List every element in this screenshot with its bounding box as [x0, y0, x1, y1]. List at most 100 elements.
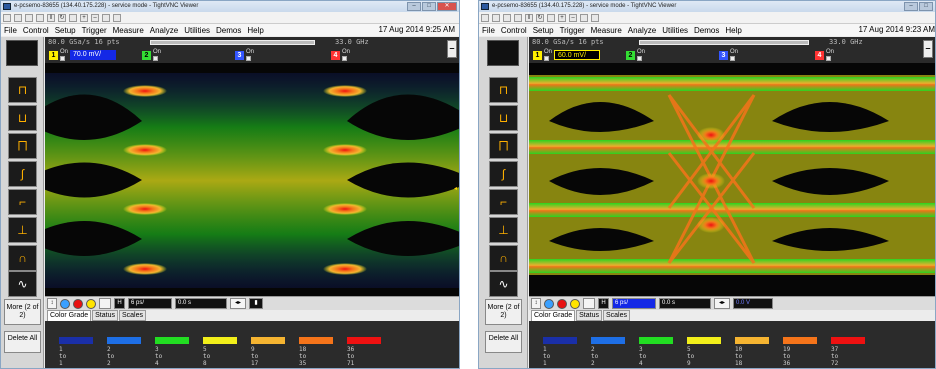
channel-2-on[interactable]: On: [637, 49, 645, 61]
measure-fall-icon[interactable]: ⌐: [8, 189, 37, 215]
pam4-eye-diagram-display[interactable]: [529, 63, 935, 296]
menu-setup[interactable]: Setup: [54, 25, 76, 35]
delay-arrows-icon[interactable]: ◂▸: [230, 298, 246, 309]
measure-period-icon[interactable]: ⊓: [8, 77, 37, 103]
minimize-icon[interactable]: –: [904, 2, 918, 11]
checkbox-icon[interactable]: [826, 56, 831, 61]
channel-2-badge[interactable]: 2: [142, 50, 151, 60]
save-icon[interactable]: [14, 13, 22, 22]
scroll-icon[interactable]: ↕: [47, 298, 57, 309]
measure-rise-icon[interactable]: ∫: [8, 161, 37, 187]
menu-control[interactable]: Control: [500, 25, 527, 35]
menu-trigger[interactable]: Trigger: [559, 25, 585, 35]
checkbox-icon[interactable]: [60, 56, 65, 61]
tab-scales[interactable]: Scales: [603, 310, 631, 321]
ctrl-alt-del-icon[interactable]: [69, 13, 77, 22]
measure-fall-icon[interactable]: ⌐: [489, 189, 518, 215]
checkbox-icon[interactable]: [730, 56, 735, 61]
more-button[interactable]: More (2 of 2): [485, 299, 522, 325]
fullscreen-icon[interactable]: [113, 13, 121, 22]
measure-frequency-icon[interactable]: ⨅: [8, 133, 37, 159]
display-icon[interactable]: [99, 298, 111, 309]
channel-1-badge[interactable]: 1: [49, 50, 58, 60]
eye-diagram-display[interactable]: ◂: [45, 63, 459, 296]
more-button[interactable]: More (2 of 2): [4, 299, 41, 325]
channel-2-control[interactable]: 2 On: [626, 49, 645, 61]
horizontal-icon[interactable]: H: [114, 298, 125, 309]
info-icon[interactable]: [514, 13, 522, 22]
minimize-toolbar-button[interactable]: –: [923, 40, 933, 58]
channel-2-badge[interactable]: 2: [626, 50, 635, 60]
run-stop-button[interactable]: [487, 40, 519, 66]
measure-amplitude-icon[interactable]: ∩: [489, 245, 518, 271]
color-red-icon[interactable]: [557, 298, 567, 309]
options-icon[interactable]: [25, 13, 33, 22]
delete-all-button[interactable]: Delete All: [4, 331, 41, 353]
save-icon[interactable]: [492, 13, 500, 22]
channel-1-scale-field[interactable]: 60.0 mV/: [554, 50, 601, 60]
fullscreen-icon[interactable]: [591, 13, 599, 22]
checkbox-icon[interactable]: [153, 56, 158, 61]
color-yellow-icon[interactable]: [570, 298, 580, 309]
minimize-toolbar-button[interactable]: –: [447, 40, 457, 58]
maximize-icon[interactable]: □: [919, 2, 933, 11]
channel-3-badge[interactable]: 3: [235, 50, 244, 60]
channel-3-control[interactable]: 3 On: [235, 49, 254, 61]
checkbox-icon[interactable]: [342, 56, 347, 61]
checkbox-icon[interactable]: [544, 56, 549, 61]
zoom-in-icon[interactable]: +: [80, 13, 88, 22]
pause-icon[interactable]: ‖: [47, 13, 55, 22]
measure-delta-icon[interactable]: ⊥: [8, 217, 37, 243]
zoom-in-icon[interactable]: +: [558, 13, 566, 22]
channel-3-on[interactable]: On: [730, 49, 738, 61]
maximize-icon[interactable]: □: [422, 2, 436, 11]
refresh-icon[interactable]: ↻: [536, 13, 544, 22]
menu-help[interactable]: Help: [725, 25, 742, 35]
menu-control[interactable]: Control: [22, 25, 49, 35]
display-icon[interactable]: [583, 298, 595, 309]
measure-delta-icon[interactable]: ⊥: [489, 217, 518, 243]
refresh-icon[interactable]: ↻: [58, 13, 66, 22]
channel-4-control[interactable]: 4 On: [331, 49, 350, 61]
trigger-level-marker[interactable]: ◂: [453, 186, 457, 192]
options-icon[interactable]: [503, 13, 511, 22]
measure-waveform-icon[interactable]: ∿: [8, 271, 37, 297]
timeline-bar[interactable]: [150, 40, 315, 45]
channel-3-badge[interactable]: 3: [719, 50, 728, 60]
tab-color-grade[interactable]: Color Grade: [47, 310, 92, 321]
measure-width-icon[interactable]: ⊔: [489, 105, 518, 131]
trigger-icon[interactable]: ▮: [249, 298, 263, 309]
channel-1-on[interactable]: On: [60, 49, 68, 61]
new-connection-icon[interactable]: [3, 13, 11, 22]
channel-1-control[interactable]: 1 On 70.0 mV/: [49, 49, 117, 61]
tab-status[interactable]: Status: [92, 310, 118, 321]
color-blue-icon[interactable]: [60, 298, 70, 309]
color-blue-icon[interactable]: [544, 298, 554, 309]
channel-1-control[interactable]: 1 On 60.0 mV/: [533, 49, 601, 61]
measure-period-icon[interactable]: ⊓: [489, 77, 518, 103]
delete-all-button[interactable]: Delete All: [485, 331, 522, 353]
run-stop-button[interactable]: [6, 40, 38, 66]
measure-frequency-icon[interactable]: ⨅: [489, 133, 518, 159]
zoom-out-icon[interactable]: –: [91, 13, 99, 22]
menu-demos[interactable]: Demos: [216, 25, 242, 35]
color-red-icon[interactable]: [73, 298, 83, 309]
measure-waveform-icon[interactable]: ∿: [489, 271, 518, 297]
channel-4-control[interactable]: 4 On: [815, 49, 834, 61]
channel-3-on[interactable]: On: [246, 49, 254, 61]
menu-measure[interactable]: Measure: [590, 25, 622, 35]
menu-measure[interactable]: Measure: [112, 25, 144, 35]
ctrl-alt-del-icon[interactable]: [547, 13, 555, 22]
menu-analyze[interactable]: Analyze: [627, 25, 657, 35]
channel-2-control[interactable]: 2 On: [142, 49, 161, 61]
channel-4-on[interactable]: On: [342, 49, 350, 61]
trigger-level-field[interactable]: 0.0 V: [733, 298, 773, 309]
zoom-out-icon[interactable]: –: [569, 13, 577, 22]
timebase-field[interactable]: 6 ps/: [612, 298, 656, 309]
channel-1-badge[interactable]: 1: [533, 50, 542, 60]
menu-utilities[interactable]: Utilities: [184, 25, 211, 35]
tab-color-grade[interactable]: Color Grade: [531, 310, 576, 321]
menu-trigger[interactable]: Trigger: [81, 25, 107, 35]
measure-rise-icon[interactable]: ∫: [489, 161, 518, 187]
delay-arrows-icon[interactable]: ◂▸: [714, 298, 730, 309]
